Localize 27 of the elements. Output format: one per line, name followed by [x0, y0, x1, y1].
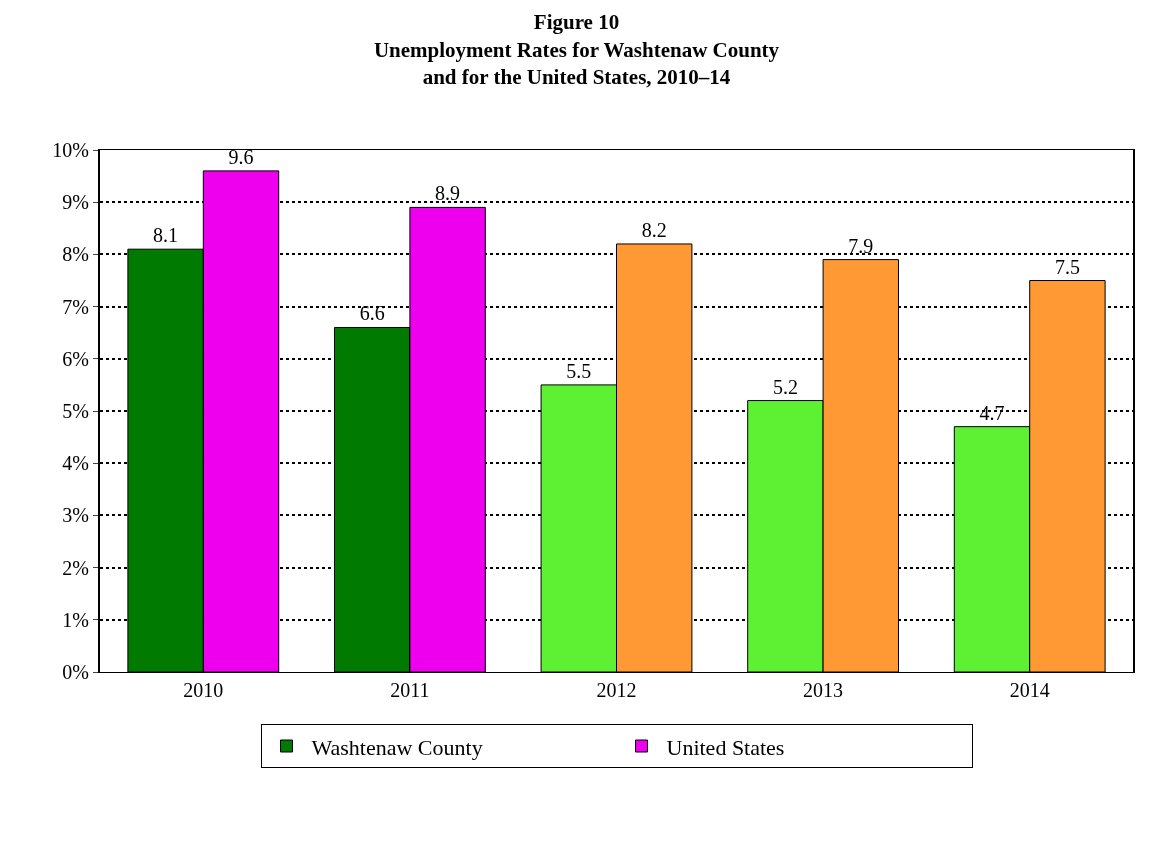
data-label: 9.6	[228, 145, 254, 168]
legend-label: United States	[666, 734, 785, 760]
x-tick-label: 2012	[596, 679, 637, 701]
data-label: 5.5	[566, 359, 592, 382]
x-tick-label: 2014	[1009, 679, 1050, 701]
y-tick-label: 1%	[62, 608, 89, 631]
y-tick-label: 2%	[62, 556, 89, 579]
y-tick-label: 10%	[52, 139, 89, 161]
y-tick-label: 5%	[62, 400, 89, 422]
data-label: 8.1	[153, 224, 179, 247]
x-tick-label: 2010	[183, 679, 224, 701]
x-tick-label: 2011	[390, 679, 430, 701]
y-tick-label: 0%	[62, 661, 89, 683]
legend-label: Washtenaw County	[311, 734, 483, 760]
data-label: 8.2	[641, 218, 667, 241]
data-label: 8.9	[435, 182, 461, 205]
y-tick-label: 4%	[62, 452, 89, 475]
y-tick-label: 7%	[62, 295, 89, 318]
chart-title: Figure 10 Unemployment Rates for Washtenaw County and for the United States, 2010–14	[373, 10, 780, 90]
x-tick-label: 2013	[803, 679, 844, 701]
y-tick-label: 6%	[62, 347, 89, 370]
data-label: 7.9	[848, 234, 874, 257]
y-tick-label: 8%	[62, 243, 89, 266]
data-label: 5.2	[772, 375, 798, 398]
data-label: 7.5	[1054, 255, 1080, 278]
y-tick-label: 3%	[62, 504, 89, 527]
y-tick-label: 9%	[62, 191, 89, 214]
